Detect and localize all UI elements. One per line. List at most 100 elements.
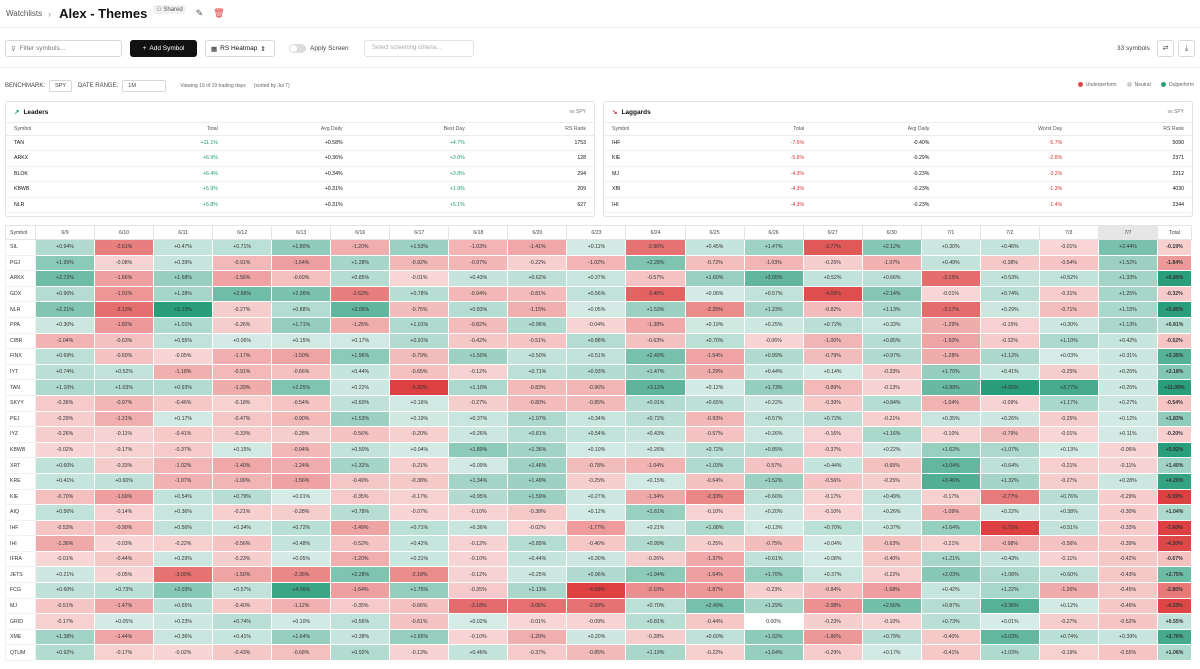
- heat-cell[interactable]: -0.26%: [34, 426, 96, 443]
- heat-cell[interactable]: -0.91%: [212, 254, 273, 272]
- heat-cell[interactable]: -4.68%: [566, 582, 627, 599]
- heat-cell[interactable]: +0.81%: [507, 426, 568, 443]
- date-col-header[interactable]: 7/2: [979, 225, 1040, 240]
- heat-cell[interactable]: -0.72%: [684, 254, 745, 272]
- heat-cell[interactable]: +1.53%: [625, 301, 686, 318]
- heat-cell[interactable]: -1.20%: [330, 239, 391, 256]
- heat-cell[interactable]: -0.94%: [271, 441, 332, 459]
- heat-cell[interactable]: +0.27%: [1097, 394, 1159, 412]
- heat-cell[interactable]: -0.25%: [1038, 363, 1099, 381]
- heat-cell[interactable]: -0.16%: [802, 426, 863, 443]
- heatmap-row[interactable]: IFRA -0.01% -0.44% +0.29% -0.23% +0.05% -1.20%…: [5, 550, 1192, 568]
- heatmap-row[interactable]: XRT +0.60% -0.33% -1.02% -1.40% -1.24% +1.32% -…: [5, 457, 1192, 474]
- heat-cell[interactable]: +0.30%: [920, 239, 981, 256]
- heat-cell[interactable]: +0.37%: [448, 410, 509, 428]
- symbol-cell[interactable]: QTUM: [5, 644, 36, 662]
- edit-pencil-icon[interactable]: ✎: [195, 8, 204, 18]
- heat-cell[interactable]: +2.28%: [330, 566, 391, 584]
- heat-cell[interactable]: -0.83%: [507, 379, 568, 396]
- heat-cell[interactable]: +1.59%: [507, 488, 568, 506]
- symbol-cell[interactable]: XBI: [604, 181, 715, 198]
- heat-cell[interactable]: +4.65%: [979, 379, 1040, 396]
- heat-cell[interactable]: -1.56%: [212, 270, 273, 287]
- heat-cell[interactable]: -1.50%: [212, 566, 273, 584]
- heat-cell[interactable]: +0.56%: [153, 519, 214, 537]
- heat-cell[interactable]: -1.44%: [94, 628, 155, 646]
- heat-cell[interactable]: -0.44%: [684, 613, 745, 630]
- heat-cell[interactable]: -0.33%: [212, 426, 273, 443]
- heat-cell[interactable]: +0.31%: [1097, 348, 1159, 365]
- heat-cell[interactable]: -0.21%: [920, 535, 981, 552]
- heat-cell[interactable]: +1.47%: [743, 239, 804, 256]
- heat-cell[interactable]: +0.88%: [566, 332, 627, 350]
- heat-cell[interactable]: +0.41%: [979, 363, 1040, 381]
- heat-cell[interactable]: -0.25%: [684, 535, 745, 552]
- heat-cell[interactable]: -2.33%: [684, 488, 745, 506]
- heat-cell[interactable]: -0.01%: [1038, 426, 1099, 443]
- heat-cell[interactable]: -0.97%: [94, 394, 155, 412]
- heat-cell[interactable]: -0.13%: [861, 379, 922, 396]
- heat-cell[interactable]: -0.56%: [802, 472, 863, 490]
- heat-cell[interactable]: -0.29%: [1097, 488, 1159, 506]
- heat-cell[interactable]: -0.90%: [271, 410, 332, 428]
- heat-cell[interactable]: -0.80%: [507, 394, 568, 412]
- heat-cell[interactable]: -0.25%: [566, 472, 627, 490]
- heat-cell[interactable]: +0.13%: [1038, 441, 1099, 459]
- heat-cell[interactable]: +0.60%: [330, 394, 391, 412]
- heatmap-row[interactable]: KRE +0.41% +0.60% -1.07% -1.00% -1.56% -0.49% -…: [5, 472, 1192, 490]
- heat-cell[interactable]: -0.01%: [34, 550, 96, 568]
- heat-cell[interactable]: -1.00%: [802, 332, 863, 350]
- heat-cell[interactable]: -1.02%: [153, 457, 214, 474]
- heat-cell[interactable]: +2.03%: [920, 566, 981, 584]
- heat-cell[interactable]: -1.66%: [94, 270, 155, 287]
- heat-cell[interactable]: +1.80%: [271, 239, 332, 256]
- leaders-row[interactable]: ARKX +6.9% +0.36% +3.0% 128: [6, 150, 594, 167]
- heatmap-row[interactable]: NLR +2.21% -3.13% +5.13% -0.27% +0.88% +3.06% -…: [5, 301, 1192, 318]
- heat-cell[interactable]: -0.53%: [34, 519, 96, 537]
- heat-cell[interactable]: +0.91%: [389, 332, 450, 350]
- heat-cell[interactable]: -0.90%: [94, 519, 155, 537]
- date-col-header[interactable]: 6/9: [34, 225, 96, 240]
- heat-cell[interactable]: -1.00%: [212, 472, 273, 490]
- heatmap-row[interactable]: FINX +0.69% -0.60% -0.05% -1.17% -1.50% +1.96%…: [5, 348, 1192, 365]
- heat-cell[interactable]: +3.05%: [743, 270, 804, 287]
- heat-cell[interactable]: +0.56%: [330, 613, 391, 630]
- heat-cell[interactable]: -0.27%: [212, 301, 273, 318]
- heat-cell[interactable]: +1.22%: [979, 582, 1040, 599]
- symbol-cell[interactable]: TAN: [5, 379, 36, 396]
- heat-cell[interactable]: -1.47%: [94, 597, 155, 615]
- heat-cell[interactable]: +0.62%: [507, 270, 568, 287]
- heat-cell[interactable]: -0.17%: [94, 441, 155, 459]
- benchmark-select[interactable]: SPY: [49, 80, 73, 92]
- heat-cell[interactable]: +0.65%: [684, 394, 745, 412]
- heat-cell[interactable]: -1.56%: [271, 472, 332, 490]
- heat-cell[interactable]: +0.36%: [448, 519, 509, 537]
- heat-cell[interactable]: +0.11%: [566, 239, 627, 256]
- heat-cell[interactable]: -0.02%: [153, 644, 214, 662]
- heat-cell[interactable]: -0.43%: [1097, 566, 1159, 584]
- heat-cell[interactable]: +0.34%: [566, 410, 627, 428]
- heat-cell[interactable]: -0.22%: [861, 566, 922, 584]
- heat-cell[interactable]: +0.37%: [566, 270, 627, 287]
- heat-cell[interactable]: -0.03%: [94, 535, 155, 552]
- heat-cell[interactable]: -1.03%: [448, 239, 509, 256]
- heat-cell[interactable]: -0.19%: [1038, 644, 1099, 662]
- heat-cell[interactable]: -0.12%: [448, 566, 509, 584]
- heat-cell[interactable]: -0.64%: [684, 472, 745, 490]
- heat-cell[interactable]: +0.85%: [861, 332, 922, 350]
- heat-cell[interactable]: +1.17%: [1038, 394, 1099, 412]
- heat-cell[interactable]: +0.06%: [684, 285, 745, 303]
- heat-cell[interactable]: -0.23%: [802, 613, 863, 630]
- heat-cell[interactable]: -0.91%: [212, 363, 273, 381]
- heat-cell[interactable]: +0.09%: [448, 457, 509, 474]
- heat-cell[interactable]: +0.20%: [566, 628, 627, 646]
- heat-cell[interactable]: -1.02%: [566, 254, 627, 272]
- heat-cell[interactable]: -0.30%: [1097, 504, 1159, 521]
- heat-cell[interactable]: -0.56%: [330, 426, 391, 443]
- heat-cell[interactable]: -2.18%: [389, 566, 450, 584]
- heat-cell[interactable]: -0.29%: [802, 644, 863, 662]
- heat-cell[interactable]: +0.25%: [1097, 363, 1159, 381]
- heat-cell[interactable]: +3.46%: [920, 472, 981, 490]
- heat-cell[interactable]: -2.25%: [684, 301, 745, 318]
- heat-cell[interactable]: -1.77%: [566, 519, 627, 537]
